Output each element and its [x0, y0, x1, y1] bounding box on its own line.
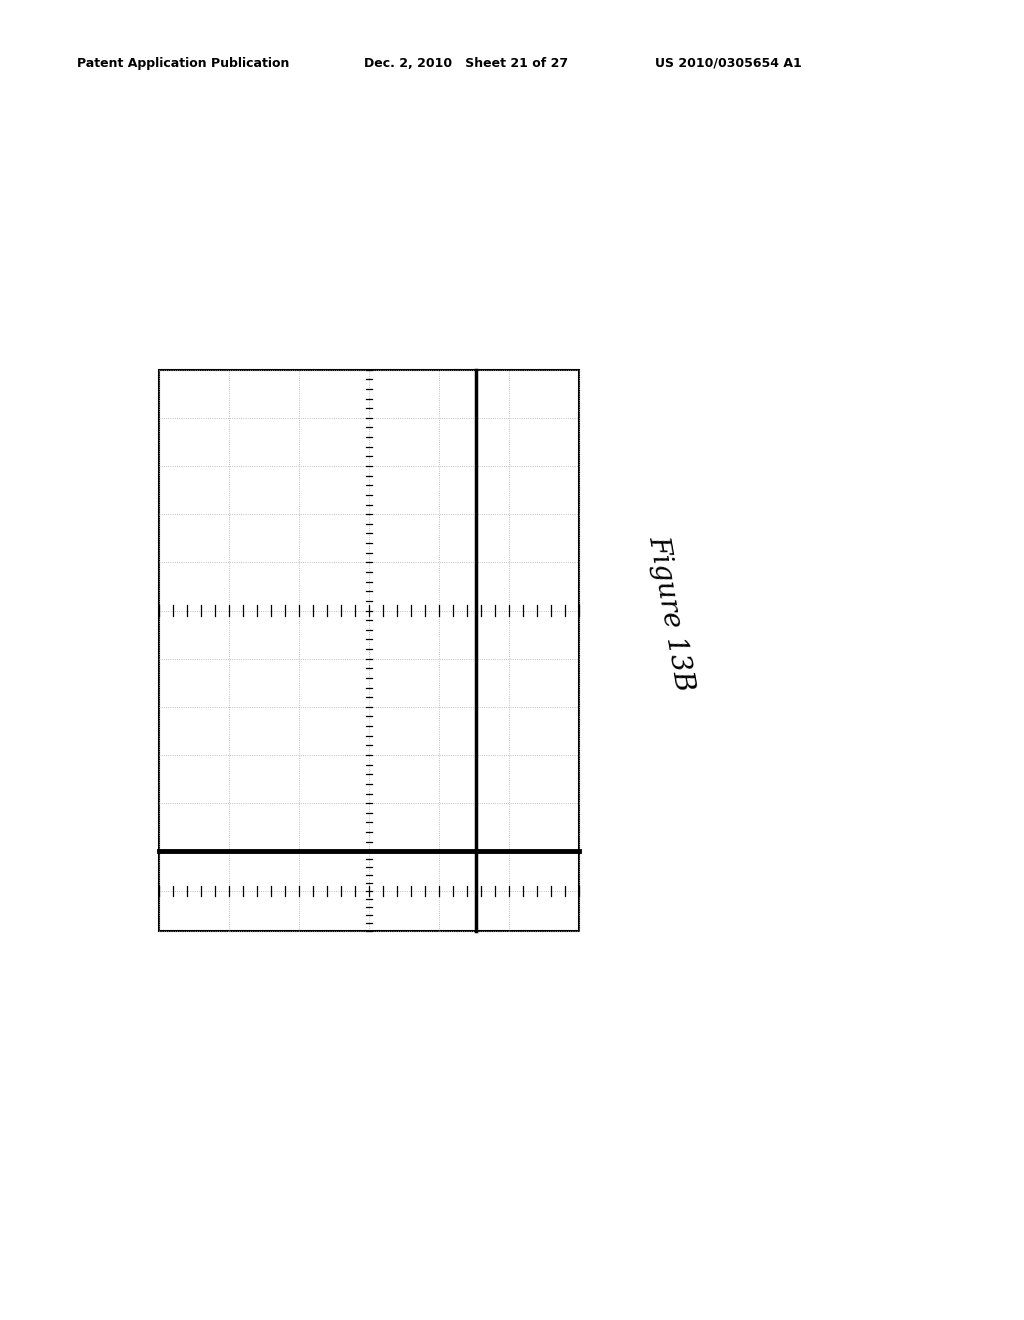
Text: Dec. 2, 2010   Sheet 21 of 27: Dec. 2, 2010 Sheet 21 of 27 [364, 57, 567, 70]
Text: Patent Application Publication: Patent Application Publication [77, 57, 289, 70]
Text: Figure 13B: Figure 13B [644, 533, 697, 694]
Text: US 2010/0305654 A1: US 2010/0305654 A1 [655, 57, 802, 70]
